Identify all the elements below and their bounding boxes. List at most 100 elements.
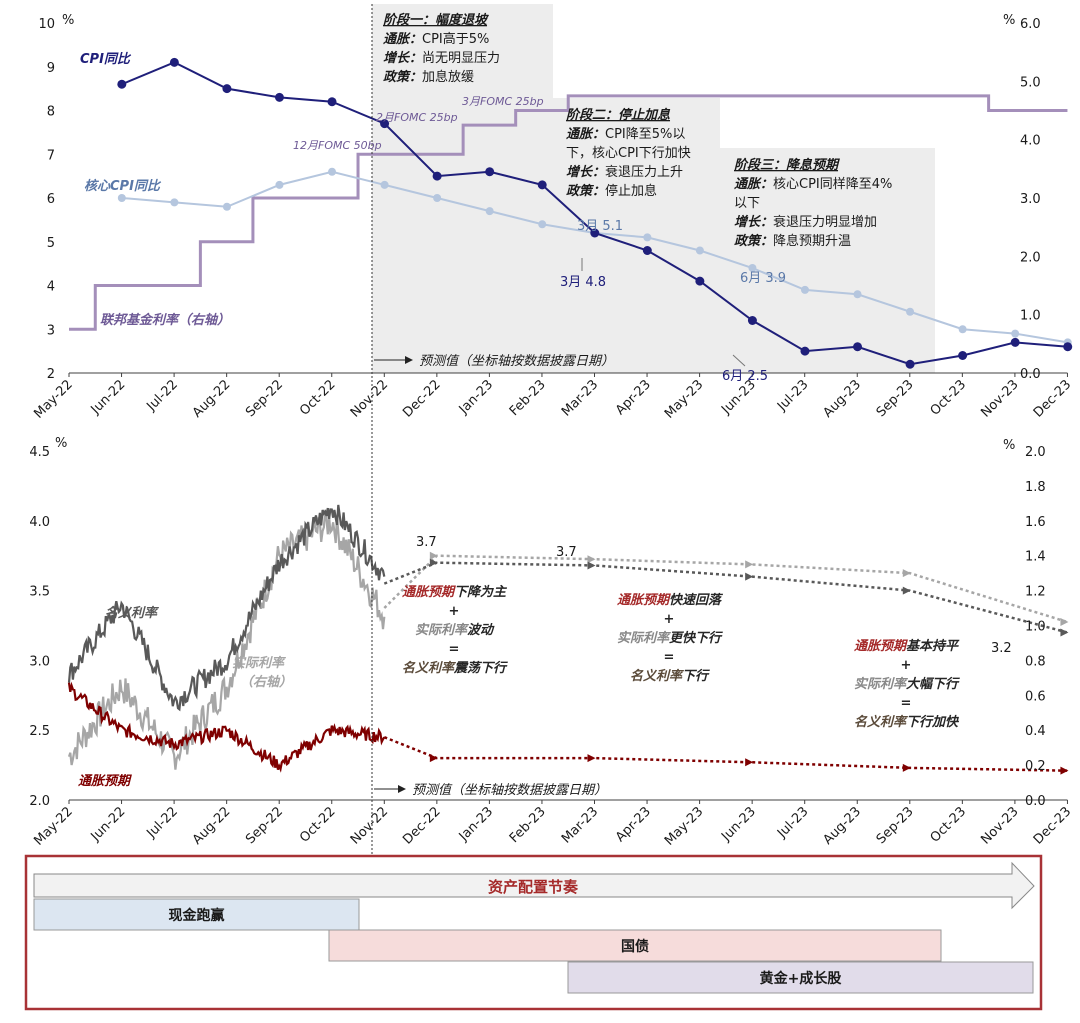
core-cpi-yoy-point (800, 285, 809, 294)
equation-effect: 基本持平 (906, 638, 960, 654)
stage-panel-key: 政策： (383, 69, 422, 85)
top-left-tick-label: 8 (47, 105, 55, 120)
stage-panel-title: 阶段二：停止加息 (566, 107, 671, 123)
bottom-x-tick-label: Aug-22 (190, 804, 234, 848)
breakeven-forecast-arrowhead (429, 754, 438, 763)
top-x-tick-label: Nov-23 (978, 377, 1021, 420)
equation-term: 实际利率 (854, 676, 909, 692)
data-label-leader (732, 354, 746, 367)
equation-term: 名义利率 (630, 668, 685, 684)
core-cpi-yoy-point (853, 290, 862, 299)
stage-three-shade (720, 148, 935, 373)
breakeven-forecast-arrowhead (745, 758, 754, 767)
equation-line: 通胀预期下降为主 (402, 584, 508, 600)
bottom-x-tick-label: Nov-23 (978, 804, 1021, 847)
equation-term: 实际利率 (617, 630, 672, 646)
core-cpi-yoy-point (538, 220, 547, 229)
cpi-yoy-point (117, 79, 127, 89)
cpi-yoy-point (432, 171, 442, 181)
data-label: 3月 5.1 (577, 219, 623, 234)
stage-panel-value: 尚无明显压力 (422, 51, 500, 66)
stage-panel-value: 降息预期升温 (773, 233, 851, 249)
stage-panel-key: 通胀： (383, 32, 422, 47)
top-x-tick-label: Dec-22 (400, 377, 443, 420)
equation-effect: 震荡下行 (453, 660, 508, 676)
equation-line: 名义利率下行 (630, 668, 710, 684)
equation-term: 实际利率 (415, 622, 470, 638)
top-x-tick-label: Oct-22 (297, 377, 339, 419)
core-cpi-yoy-point (643, 233, 652, 242)
bottom-x-tick-label: May-23 (662, 804, 706, 848)
equation-effect: 下降为主 (454, 584, 508, 600)
stage-panel-value: 以下 (734, 196, 760, 211)
equation-line: 通胀预期基本持平 (854, 638, 960, 654)
top-right-tick-label: 2.0 (1020, 250, 1041, 265)
top-x-tick-label: Nov-22 (348, 377, 391, 420)
allocation-title: 资产配置节奏 (488, 878, 579, 896)
real-rate-forecast (383, 554, 1068, 624)
bottom-left-tick-label: 3.0 (29, 654, 50, 669)
bottom-right-tick-label: 2.0 (1025, 445, 1046, 460)
stage-panel-key: 通胀： (566, 127, 605, 142)
stage-panel-value: 停止加息 (605, 183, 657, 199)
nominal-rate-forecast-arrowhead (1060, 628, 1069, 637)
core-cpi-yoy-point (222, 202, 231, 211)
bottom-x-tick-label: Dec-23 (1031, 804, 1074, 847)
core-cpi-series-label: 核心CPI同比 (84, 178, 162, 194)
bottom-left-unit: % (55, 436, 67, 451)
equation-operator: = (449, 642, 460, 657)
fed-funds-rate-line (69, 94, 1068, 331)
cpi-yoy-point (169, 57, 179, 67)
equation-line: 名义利率下行加快 (854, 714, 960, 730)
bottom-x-tick-label: Sep-22 (243, 804, 286, 847)
stage-panel-key: 增长： (734, 214, 773, 230)
bottom-x-tick-label: Jul-23 (774, 804, 811, 841)
fomc-annotation: 2月FOMC 25bp (376, 111, 458, 124)
breakeven-forecast-arrowhead (1060, 766, 1069, 775)
equation-term: 通胀预期 (617, 592, 671, 608)
data-label: 6月 2.5 (722, 369, 768, 384)
core-cpi-yoy-point (170, 198, 179, 207)
bottom-left-tick-label: 2.0 (29, 794, 50, 809)
bottom-x-tick-label: May-22 (31, 804, 75, 848)
top-left-tick-label: 7 (47, 148, 55, 163)
equation-effect: 下行加快 (906, 714, 960, 730)
top-x-tick-label: May-23 (662, 377, 706, 421)
core-cpi-yoy-point (695, 246, 704, 255)
bottom-x-tick-label: Sep-23 (874, 804, 917, 847)
core-cpi-yoy-point (117, 194, 126, 202)
top-x-tick-label: Sep-23 (874, 377, 917, 420)
top-x-tick-label: Oct-23 (928, 377, 970, 419)
stage-panel-value: 核心CPI同样降至4% (773, 177, 892, 192)
core-cpi-yoy-point (1011, 329, 1020, 338)
top-left-tick-label: 2 (47, 367, 55, 382)
real-rate-forecast-arrowhead (429, 551, 438, 560)
top-right-tick-label: 4.0 (1020, 134, 1041, 149)
top-left-tick-label: 4 (47, 280, 55, 295)
cpi-yoy-point (327, 97, 337, 107)
top-left-unit: % (62, 13, 74, 28)
equation-line: 实际利率波动 (415, 622, 495, 638)
top-x-tick-label: Apr-23 (613, 377, 654, 418)
real-rate-axis-note: （右轴） (240, 674, 292, 690)
stage-panel-key: 增长： (566, 164, 605, 180)
top-x-tick-label: Jun-22 (88, 377, 129, 418)
bottom-x-tick-label: Feb-23 (507, 804, 549, 846)
equation-effect: 波动 (467, 622, 495, 638)
bottom-right-tick-label: 1.4 (1025, 550, 1046, 565)
bottom-right-tick-label: 1.2 (1025, 585, 1046, 600)
allocation-bar (328, 929, 942, 962)
equation-term: 名义利率 (402, 660, 457, 676)
equation-line: 名义利率震荡下行 (402, 660, 508, 676)
top-x-tick-label: Jul-23 (774, 377, 811, 414)
real-rate-line (67, 509, 386, 770)
bottom-x-tick-label: Mar-23 (559, 804, 601, 846)
nominal-rate-forecast-arrowhead (745, 572, 754, 581)
top-x-tick-label: Aug-22 (190, 377, 234, 421)
bottom-left-tick-label: 3.5 (29, 585, 50, 600)
equation-term: 名义利率 (854, 714, 909, 730)
forecast-label: 预测值（坐标轴按数据披露日期） (419, 353, 614, 369)
equation-operator: + (449, 604, 460, 619)
